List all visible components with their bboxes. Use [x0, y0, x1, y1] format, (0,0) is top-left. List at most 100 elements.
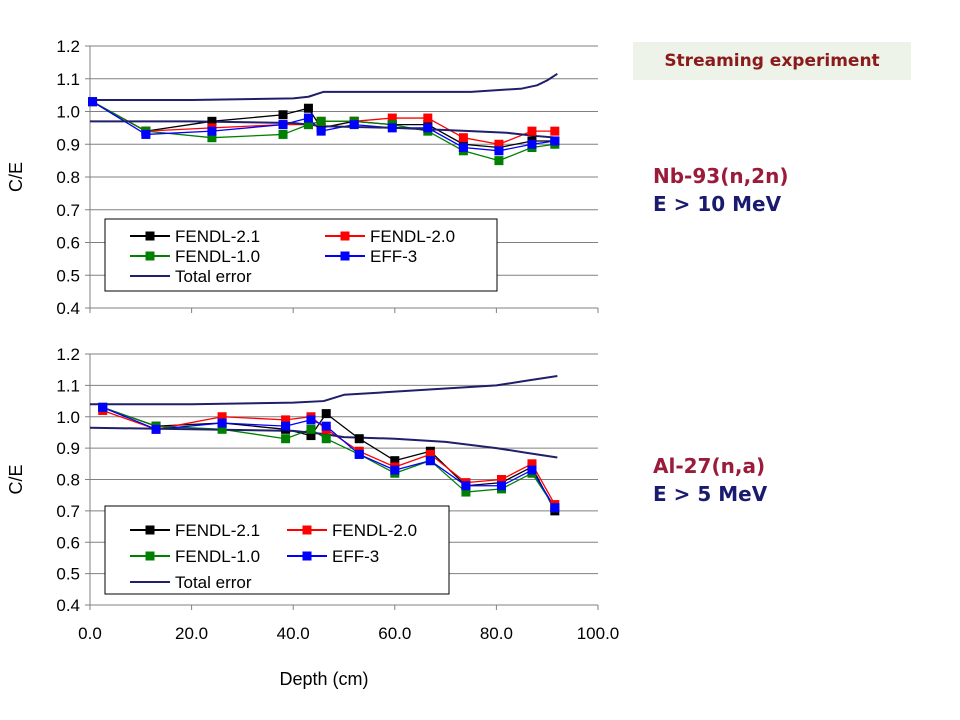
data-point-fendl-2-0 [550, 126, 560, 136]
data-point-eff-3 [354, 449, 364, 459]
y-tick-label: 0.8 [56, 168, 80, 187]
series-line-total-error-lower [89, 426, 558, 459]
data-point-fendl-2-1 [306, 431, 316, 441]
reaction-condition: E > 10 MeV [653, 192, 782, 216]
data-point-fendl-2-0 [423, 113, 433, 123]
y-tick-label: 1.0 [56, 103, 80, 122]
data-point-eff-3 [278, 120, 288, 130]
legend-swatch-marker [302, 551, 312, 561]
data-point-fendl-2-0 [281, 415, 291, 425]
legend-box [104, 218, 498, 292]
y-tick-label: 1.0 [56, 408, 80, 427]
data-point-fendl-1-0 [207, 133, 217, 143]
legend-label: FENDL-2.1 [175, 521, 260, 540]
legend-swatch-marker [145, 231, 155, 241]
data-point-eff-3 [207, 126, 217, 136]
series-line-total-error [90, 72, 558, 102]
legend-label: Total error [175, 573, 252, 592]
data-point-fendl-1-0 [316, 116, 326, 126]
data-point-fendl-1-0 [321, 434, 331, 444]
legend-box [104, 505, 450, 595]
data-point-fendl-2-0 [496, 475, 506, 484]
y-tick-label: 0.5 [56, 266, 80, 285]
legend-swatch-marker [340, 251, 350, 261]
legend-label: Total error [175, 267, 252, 286]
data-point-fendl-2-1 [390, 456, 400, 466]
data-point-eff-3 [321, 421, 331, 431]
reaction-name: Nb-93(n,2n) [653, 164, 789, 188]
y-tick-label: 1.2 [56, 37, 80, 56]
reaction-name: Al-27(n,a) [653, 454, 766, 478]
data-point-fendl-1-0 [303, 120, 313, 130]
data-point-fendl-2-1 [303, 103, 313, 113]
data-point-fendl-1-0 [494, 156, 504, 166]
y-tick-label: 0.7 [56, 201, 80, 220]
legend-entry-total-error: Total error [130, 267, 252, 286]
data-point-eff-3 [217, 418, 227, 428]
x-tick-label: 0.0 [78, 624, 102, 643]
data-point-fendl-2-0 [494, 139, 504, 149]
data-point-eff-3 [349, 120, 359, 130]
reaction-label-al27: Al-27(n,a) E > 5 MeV [653, 452, 767, 508]
legend-swatch-marker [302, 525, 312, 535]
legend-label: EFF-3 [332, 547, 379, 566]
y-axis-label: C/E [6, 162, 26, 192]
data-point-eff-3 [303, 113, 313, 123]
legend-label: FENDL-1.0 [175, 247, 260, 266]
data-point-eff-3 [88, 97, 98, 107]
legend-entry-eff-3: EFF-3 [325, 247, 417, 266]
data-point-fendl-2-0 [527, 126, 537, 136]
y-tick-label: 0.6 [56, 533, 80, 552]
legend-swatch-marker [145, 551, 155, 561]
chart-2: 0.4 0.5 0.6 0.7 0.8 0.9 1.0 1.1 1.2 0.0 20.0 40.0 60… [6, 345, 619, 689]
x-tick-label: 20.0 [175, 624, 208, 643]
y-tick-label: 0.9 [56, 439, 80, 458]
data-point-eff-3 [527, 139, 537, 149]
legend-entry-fendl-2-0: FENDL-2.0 [325, 227, 455, 246]
y-tick-label: 0.4 [56, 299, 80, 318]
data-point-fendl-1-0 [278, 129, 288, 139]
data-point-eff-3 [141, 129, 151, 139]
legend-label: FENDL-2.0 [332, 521, 417, 540]
data-point-eff-3 [390, 465, 400, 475]
y-tick-label: 0.8 [56, 471, 80, 490]
reaction-condition: E > 5 MeV [653, 482, 768, 506]
legend-entry-fendl-1-0: FENDL-1.0 [130, 547, 260, 566]
x-tick-label: 80.0 [480, 624, 513, 643]
data-point-eff-3 [494, 146, 504, 156]
data-point-eff-3 [98, 402, 108, 412]
legend-swatch-marker [340, 231, 350, 241]
reaction-label-nb93: Nb-93(n,2n) E > 10 MeV [653, 162, 788, 218]
legend-entry-fendl-2-1: FENDL-2.1 [130, 521, 260, 540]
x-axis-label: Depth (cm) [279, 669, 368, 689]
x-tick-label: 60.0 [378, 624, 411, 643]
data-point-fendl-2-1 [321, 409, 331, 419]
legend-entry-fendl-2-0: FENDL-2.0 [287, 521, 417, 540]
banner-text: Streaming experiment [664, 51, 880, 71]
data-point-eff-3 [423, 123, 433, 133]
y-tick-label: 1.1 [56, 376, 80, 395]
legend-label: FENDL-2.0 [370, 227, 455, 246]
y-tick-label: 0.7 [56, 502, 80, 521]
data-point-eff-3 [527, 465, 537, 475]
data-point-fendl-2-0 [387, 113, 397, 123]
data-point-fendl-2-0 [458, 133, 468, 143]
legend-label: EFF-3 [370, 247, 417, 266]
data-point-eff-3 [306, 415, 316, 425]
data-point-fendl-1-0 [306, 424, 316, 434]
y-tick-label: 1.1 [56, 70, 80, 89]
legend-swatch-marker [145, 251, 155, 261]
data-point-fendl-2-0 [217, 412, 227, 422]
data-point-fendl-2-0 [425, 449, 435, 459]
data-point-eff-3 [387, 123, 397, 133]
data-point-eff-3 [316, 126, 326, 136]
data-point-fendl-1-0 [281, 434, 291, 444]
data-point-fendl-2-1 [278, 110, 288, 120]
data-point-eff-3 [496, 481, 506, 491]
legend-entry-eff-3: EFF-3 [287, 547, 379, 566]
y-tick-label: 0.4 [56, 596, 80, 615]
legend-entry-fendl-1-0: FENDL-1.0 [130, 247, 260, 266]
data-point-eff-3 [461, 481, 471, 491]
